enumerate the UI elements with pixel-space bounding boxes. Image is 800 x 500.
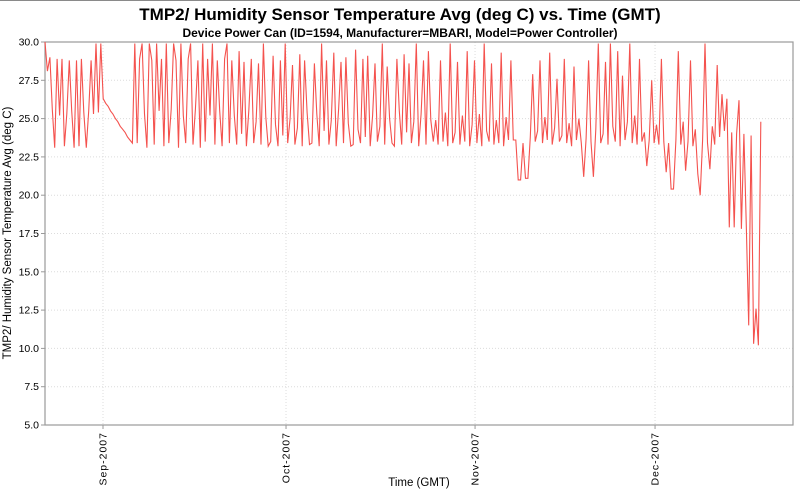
x-tick-label: Sep-2007 — [97, 432, 109, 486]
y-tick-label: 12.5 — [19, 305, 40, 317]
x-tick-label: Oct-2007 — [281, 432, 293, 483]
chart-subtitle: Device Power Can (ID=1594, Manufacturer=… — [182, 26, 618, 40]
y-tick-label: 30.0 — [19, 37, 40, 49]
y-tick-label: 17.5 — [19, 228, 40, 240]
y-tick-label: 22.5 — [19, 151, 40, 163]
y-tick-label: 15.0 — [19, 266, 40, 278]
y-tick-label: 10.0 — [19, 343, 40, 355]
y-tick-label: 5.0 — [24, 420, 39, 432]
temperature-series-line — [44, 41, 762, 346]
y-tick-label: 20.0 — [19, 190, 40, 202]
window-top-border — [0, 0, 800, 1]
x-tick-label: Nov-2007 — [470, 432, 482, 486]
y-tick-label: 27.5 — [19, 75, 40, 87]
x-axis-title: Time (GMT) — [388, 477, 450, 489]
chart-title: TMP2/ Humidity Sensor Temperature Avg (d… — [139, 5, 661, 24]
x-tick-label: Dec-2007 — [650, 432, 662, 486]
y-tick-label: 25.0 — [19, 113, 40, 125]
y-tick-label: 7.5 — [24, 381, 39, 393]
plot-border — [44, 41, 794, 426]
